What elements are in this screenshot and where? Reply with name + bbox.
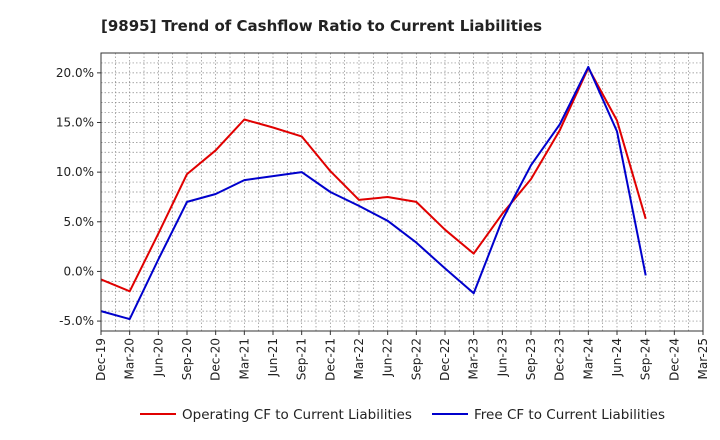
x-tick-label: Mar-25 <box>696 338 710 379</box>
y-tick-label: 15.0% <box>56 116 94 130</box>
series-line-0 <box>100 66 647 293</box>
y-tick-label: 10.0% <box>56 165 94 179</box>
x-tick-label: Dec-24 <box>667 338 681 381</box>
x-tick-label: Mar-22 <box>352 338 366 379</box>
x-tick-label: Sep-21 <box>295 338 309 380</box>
y-tick-label: 20.0% <box>56 66 94 80</box>
y-axis-ticks: -5.0% 0.0% 5.0% 10.0% 15.0% 20.0% <box>56 66 101 328</box>
x-tick-label: Dec-23 <box>553 338 567 381</box>
y-tick-label: -5.0% <box>59 314 94 328</box>
x-tick-label: Dec-21 <box>323 338 337 381</box>
x-tick-label: Mar-24 <box>581 338 595 379</box>
chart-title: [9895] Trend of Cashflow Ratio to Curren… <box>101 17 542 35</box>
x-tick-label: Mar-21 <box>237 338 251 379</box>
x-tick-label: Sep-23 <box>524 338 538 380</box>
x-tick-label: Jun-24 <box>610 338 624 377</box>
x-tick-label: Dec-20 <box>209 338 223 381</box>
y-tick-label: 0.0% <box>64 264 95 278</box>
legend-label-free-cf: Free CF to Current Liabilities <box>474 407 665 423</box>
series-line-1 <box>100 65 647 321</box>
x-tick-label: Dec-22 <box>438 338 452 381</box>
x-tick-label: Jun-21 <box>266 338 280 377</box>
legend-label-operating-cf: Operating CF to Current Liabilities <box>182 407 412 423</box>
y-tick-label: 5.0% <box>64 215 95 229</box>
x-tick-label: Dec-19 <box>94 338 108 381</box>
plot-frame <box>100 52 704 332</box>
x-tick-label: Sep-22 <box>409 338 423 380</box>
x-axis-ticks: Dec-19 Mar-20 Jun-20 Sep-20 Dec-20 Mar-21 Jun-… <box>94 331 710 381</box>
x-tick-label: Sep-24 <box>639 338 653 380</box>
x-tick-label: Mar-20 <box>123 338 137 379</box>
legend: Operating CF to Current Liabilities Free… <box>140 407 665 423</box>
x-tick-label: Jun-22 <box>381 338 395 377</box>
x-tick-label: Jun-23 <box>495 338 509 377</box>
x-tick-label: Sep-20 <box>180 338 194 380</box>
x-tick-label: Mar-23 <box>467 338 481 379</box>
x-tick-label: Jun-20 <box>151 338 165 377</box>
series-lines <box>100 65 647 321</box>
